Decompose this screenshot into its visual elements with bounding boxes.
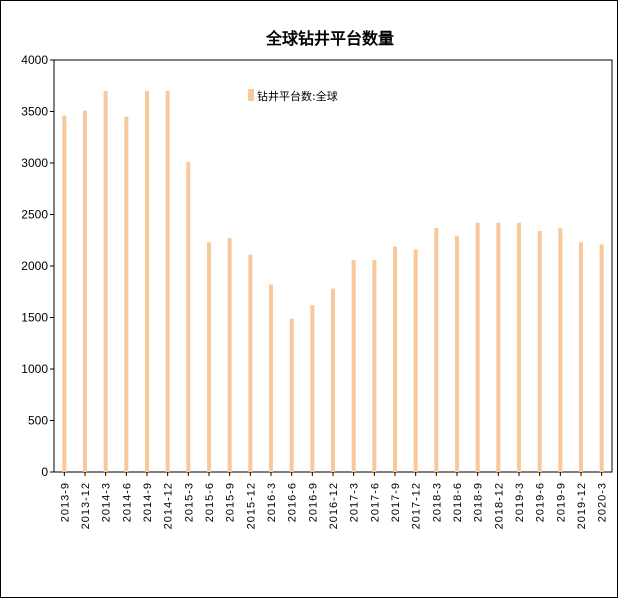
x-tick-label: 2015-3: [183, 482, 195, 522]
x-tick-label: 2019-6: [535, 482, 547, 522]
bar: [599, 244, 604, 472]
y-tick-label: 2000: [21, 259, 48, 273]
x-tick-label: 2014-3: [101, 482, 113, 522]
x-tick-label: 2018-6: [452, 482, 464, 522]
y-tick-label: 1500: [21, 311, 48, 325]
bar: [496, 222, 501, 472]
bar: [165, 90, 170, 473]
x-tick-label: 2016-12: [328, 482, 340, 529]
x-tick-label: 2019-9: [555, 482, 567, 522]
y-tick-label: 3500: [21, 105, 48, 119]
bar: [62, 115, 67, 473]
bar: [207, 242, 211, 472]
x-tick-label: 2017-6: [369, 482, 381, 522]
bar: [579, 242, 583, 472]
x-tick-label: 2016-3: [266, 482, 278, 522]
bar: [248, 254, 253, 472]
bar: [124, 116, 129, 473]
y-tick-label: 1000: [21, 362, 48, 376]
x-tick-label: 2017-9: [390, 482, 402, 522]
x-tick-label: 2017-12: [411, 482, 423, 529]
x-tick-label: 2013-12: [80, 482, 92, 529]
legend-label: 钻井平台数:全球: [257, 89, 338, 103]
bar: [269, 284, 273, 472]
y-tick-label: 0: [41, 465, 48, 479]
legend: 钻井平台数:全球: [248, 89, 338, 103]
bar: [475, 222, 480, 472]
x-tick-label: 2020-3: [597, 482, 609, 522]
bar: [83, 110, 87, 472]
chart-title: 全球钻井平台数量: [265, 29, 394, 48]
x-tick-label: 2018-12: [493, 482, 505, 529]
x-tick-label: 2018-3: [431, 482, 443, 522]
bar: [103, 90, 108, 473]
x-tick-label: 2013-9: [59, 482, 71, 522]
x-tick-label: 2018-9: [473, 482, 485, 522]
bar: [351, 259, 356, 472]
bar: [372, 259, 377, 472]
plot-area: 0 500 1000 1500 2000 2500 3000 3500 4000 2013-9 20…: [21, 53, 613, 529]
bar: [434, 227, 439, 472]
y-tick-label: 3000: [21, 156, 48, 170]
legend-swatch: [248, 89, 254, 101]
y-tick-label: 2500: [21, 208, 48, 222]
x-tick-label: 2019-3: [514, 482, 526, 522]
bar: [455, 236, 459, 472]
x-tick-label: 2015-9: [225, 482, 237, 522]
bar: [558, 227, 563, 472]
bar: [393, 246, 397, 472]
y-tick-label: 500: [28, 414, 48, 428]
bar: [310, 305, 315, 472]
bar: [413, 249, 418, 472]
y-tick-label: 4000: [21, 53, 48, 67]
bar: [537, 230, 542, 472]
bar: [227, 238, 232, 472]
x-tick-label: 2019-12: [576, 482, 588, 529]
x-tick-label: 2014-6: [121, 482, 133, 522]
bar: [145, 90, 149, 473]
bar: [331, 288, 335, 472]
x-tick-label: 2015-12: [245, 482, 257, 529]
bar: [186, 161, 191, 472]
bar: [517, 222, 521, 472]
x-tick-label: 2017-3: [349, 482, 361, 522]
x-tick-label: 2016-6: [287, 482, 299, 522]
x-tick-label: 2014-9: [142, 482, 154, 522]
bar: [289, 318, 294, 472]
x-tick-label: 2016-9: [307, 482, 319, 522]
x-tick-label: 2015-6: [204, 482, 216, 522]
x-tick-label: 2014-12: [163, 482, 175, 529]
